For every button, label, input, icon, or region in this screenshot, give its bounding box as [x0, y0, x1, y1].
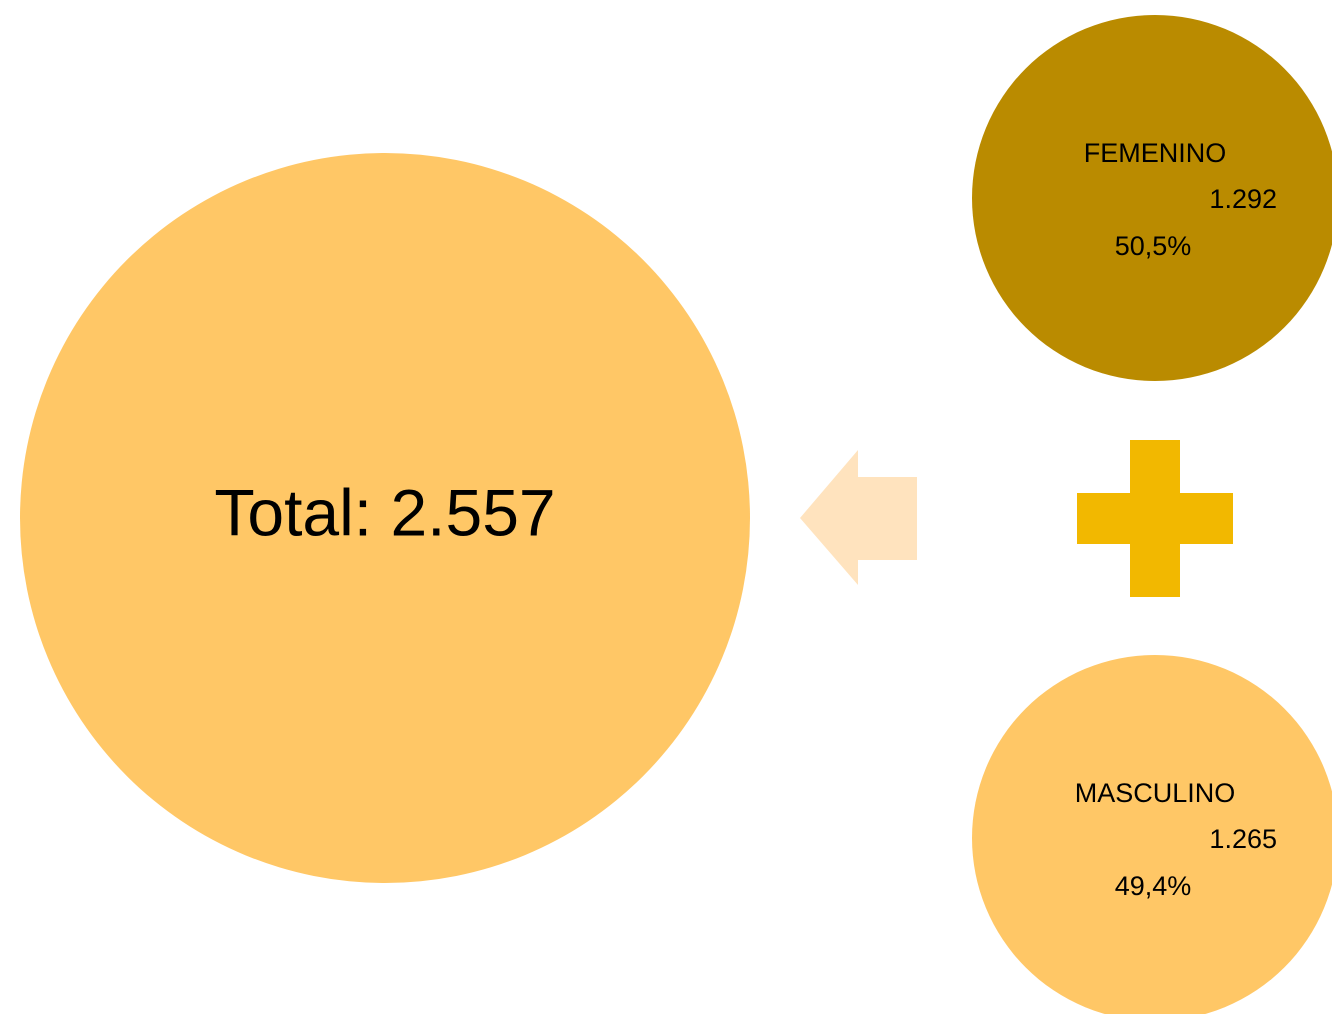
masculino-circle: [972, 655, 1332, 1014]
node-value: 1.292: [1209, 184, 1277, 214]
arrow: [800, 450, 917, 585]
node-label: FEMENINO: [1084, 138, 1227, 168]
total-label: Total: 2.557: [214, 475, 555, 549]
total-circle: [20, 153, 750, 883]
femenino-circle: [972, 15, 1332, 381]
node-value: 1.265: [1209, 824, 1277, 854]
node-percent: 50,5%: [1115, 231, 1192, 261]
node-label: MASCULINO: [1075, 778, 1236, 808]
plus-sign: [1077, 440, 1233, 597]
plus-horizontal: [1077, 493, 1233, 544]
node-percent: 49,4%: [1115, 871, 1192, 901]
